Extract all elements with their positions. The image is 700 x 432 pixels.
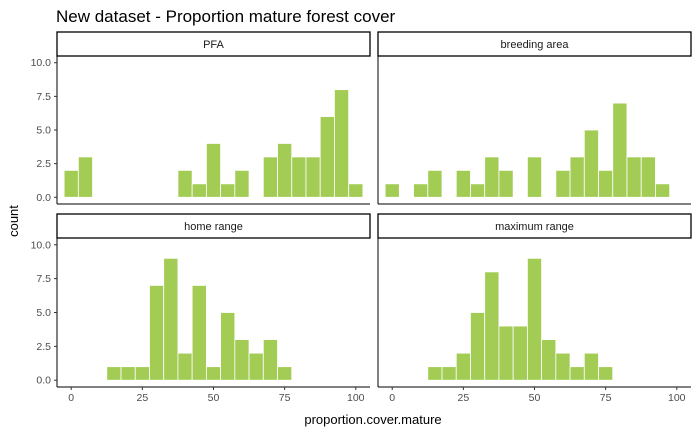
facet-panels: PFA 0.0 2.5 5.0 7.5 10.0 breeding area home ran…: [31, 31, 692, 404]
histogram-bar: [484, 271, 500, 381]
y-tick-label: 5.0: [36, 125, 51, 137]
histogram-bar: [319, 116, 335, 198]
histogram-bar: [334, 89, 350, 198]
histogram-bar: [220, 183, 236, 198]
histogram-bar: [441, 366, 457, 381]
histogram-bar: [277, 143, 293, 198]
x-tick-label: 50: [208, 392, 220, 404]
histogram-bar: [177, 352, 193, 381]
histogram-bar: [134, 366, 150, 381]
facet-strip: [56, 213, 371, 239]
histogram-bar: [348, 183, 364, 198]
histogram-bar: [612, 102, 628, 198]
histogram-bar: [277, 366, 293, 381]
histogram-bar: [384, 183, 400, 198]
x-tick-label: 100: [347, 392, 365, 404]
histogram-bar: [655, 183, 671, 198]
facet-panel: breeding area: [377, 31, 692, 205]
x-tick-label: 25: [137, 392, 149, 404]
histogram-bar: [569, 366, 585, 381]
histogram-bar: [555, 169, 571, 198]
facet-strip-label: breeding area: [501, 39, 570, 51]
x-tick-label: 75: [279, 392, 291, 404]
x-tick-label: 25: [458, 392, 470, 404]
histogram-bar: [569, 156, 585, 198]
histogram-bar: [555, 352, 571, 381]
facet-strip-label: PFA: [203, 39, 224, 51]
histogram-bar: [220, 312, 236, 381]
histogram-bar: [526, 156, 543, 198]
y-tick-label: 5.0: [36, 307, 51, 319]
histogram-bar: [413, 183, 429, 198]
histogram-bar: [106, 366, 122, 381]
y-tick-label: 0.0: [36, 192, 51, 204]
chart-title: New dataset - Proportion mature forest c…: [56, 7, 396, 26]
histogram-bar: [640, 156, 656, 198]
histogram-bar: [598, 169, 614, 198]
y-tick-label: 10.0: [31, 57, 52, 69]
histogram-bar: [583, 129, 599, 198]
facet-strip-label: maximum range: [495, 221, 574, 233]
facet-strip: [377, 31, 692, 57]
x-tick-label: 100: [668, 392, 686, 404]
histogram-bar: [498, 325, 514, 381]
histogram-bar: [191, 183, 207, 198]
histogram-bar: [234, 339, 250, 381]
x-axis-title: proportion.cover.mature: [304, 412, 441, 427]
histogram-bar: [177, 169, 193, 198]
histogram-bar: [427, 169, 443, 198]
x-tick-label: 0: [389, 392, 395, 404]
histogram-bar: [455, 169, 471, 198]
histogram-bar: [262, 156, 278, 198]
histogram-bar: [484, 156, 500, 198]
facet-panel: PFA 0.0 2.5 5.0 7.5 10.0: [31, 31, 371, 205]
histogram-bar: [455, 352, 471, 381]
x-tick-label: 75: [600, 392, 612, 404]
histogram-bar: [77, 156, 93, 198]
histogram-bar: [120, 366, 136, 381]
histogram-bar: [205, 366, 222, 381]
histogram-bar: [248, 352, 264, 381]
histogram-bar: [626, 156, 642, 198]
histogram-bar: [541, 339, 557, 381]
x-tick-label: 50: [529, 392, 541, 404]
facet-strip-label: home range: [184, 221, 243, 233]
histogram-bar: [163, 257, 179, 381]
facet-panel: home range 0.0 2.5 5.0 7.5 10.0 0 25 50 75 100: [31, 213, 371, 404]
facet-strip: [377, 213, 692, 239]
histogram-bar: [583, 352, 599, 381]
y-tick-label: 7.5: [36, 91, 51, 103]
histogram-bar: [305, 156, 321, 198]
histogram-bar: [512, 325, 528, 381]
histogram-bar: [234, 169, 250, 198]
histogram-bar: [526, 257, 543, 381]
y-axis-title: count: [6, 205, 21, 237]
x-tick-label: 0: [68, 392, 74, 404]
facet-panel: maximum range 0 25 50 75 100: [377, 213, 692, 404]
y-tick-label: 2.5: [36, 158, 51, 170]
y-tick-label: 7.5: [36, 273, 51, 285]
histogram-bar: [191, 285, 207, 381]
histogram-bar: [498, 169, 514, 198]
histogram-bar: [470, 312, 486, 381]
histogram-bar: [149, 285, 165, 381]
histogram-bar: [205, 143, 222, 198]
histogram-bar: [63, 169, 79, 198]
histogram-bar: [598, 366, 614, 381]
histogram-bar: [291, 156, 307, 198]
y-tick-label: 2.5: [36, 341, 51, 353]
histogram-bar: [262, 339, 278, 381]
histogram-bar: [470, 183, 486, 198]
y-tick-label: 10.0: [31, 239, 52, 251]
histogram-bar: [427, 366, 443, 381]
y-tick-label: 0.0: [36, 375, 51, 387]
facet-strip: [56, 31, 371, 57]
